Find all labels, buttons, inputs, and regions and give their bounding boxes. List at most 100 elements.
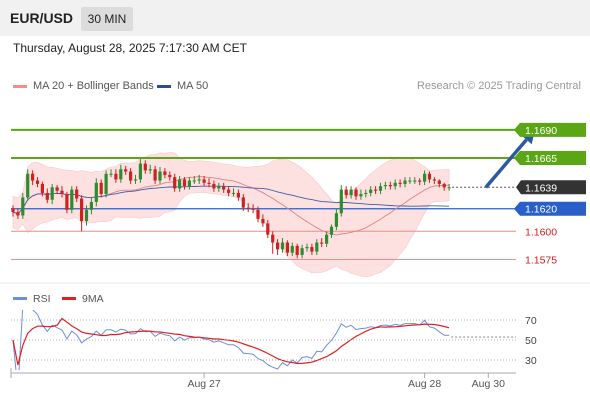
candle — [359, 189, 363, 200]
header-bar: EUR/USD 30 MIN — [0, 0, 590, 36]
candle-body — [153, 169, 157, 181]
candle-body — [349, 189, 353, 196]
candle — [187, 177, 191, 190]
candle — [432, 177, 436, 184]
candle — [305, 243, 309, 252]
candle — [182, 177, 187, 190]
candle — [124, 165, 128, 175]
candle-body — [197, 179, 201, 181]
candle-body — [187, 180, 191, 187]
candle — [31, 170, 35, 186]
candle — [60, 186, 64, 198]
candle-body — [325, 234, 329, 244]
candle — [290, 242, 294, 257]
ma50-swatch-icon — [157, 84, 171, 88]
bollinger-bands-area — [12, 152, 450, 277]
candle — [129, 168, 133, 184]
candle-body — [334, 213, 338, 227]
candle-body — [339, 189, 343, 214]
candle — [11, 205, 15, 217]
level-label: 1.1600 — [525, 226, 557, 238]
candle — [153, 165, 157, 184]
candle-body — [276, 242, 280, 250]
candle — [109, 169, 113, 178]
candle — [320, 238, 324, 248]
candle — [65, 191, 69, 214]
rsi-ma-legend-label: 9MA — [82, 293, 104, 305]
candle — [16, 208, 20, 219]
candle-body — [432, 179, 436, 181]
candle-body — [383, 185, 387, 187]
candle — [104, 170, 108, 198]
candle-body — [442, 183, 446, 188]
candle — [403, 177, 407, 188]
candle-body — [310, 247, 314, 252]
candle — [418, 178, 422, 186]
x-tick-label: Aug 28 — [408, 378, 441, 390]
candle — [300, 244, 304, 259]
candle-body — [26, 173, 30, 198]
candle — [285, 240, 289, 257]
timeframe-badge[interactable]: 30 MIN — [81, 7, 133, 31]
candle — [202, 176, 206, 187]
candle — [374, 186, 378, 195]
level-label: 1.1575 — [525, 254, 557, 266]
candle — [99, 179, 103, 198]
candle — [325, 231, 329, 248]
chart-datetime: Thursday, August 28, 2025 7:17:30 AM CET — [13, 41, 247, 55]
candle — [271, 231, 275, 254]
candle — [84, 205, 89, 226]
candle — [349, 186, 353, 199]
candle-body — [143, 163, 147, 171]
candle — [227, 186, 231, 197]
legend-ma20-label: MA 20 + Bollinger Bands — [33, 80, 154, 92]
legend-ma20: MA 20 + Bollinger Bands — [13, 80, 154, 92]
level-label: 1.1665 — [525, 153, 557, 165]
candle-body — [75, 189, 79, 199]
candle — [212, 180, 216, 192]
candle-body — [354, 189, 358, 197]
candle-body — [217, 186, 221, 189]
candle-body — [148, 169, 152, 171]
candle — [138, 159, 142, 183]
ma20-swatch-icon — [13, 84, 27, 88]
x-tick-label: Aug 30 — [472, 378, 505, 390]
candle — [148, 164, 152, 174]
candle — [261, 214, 265, 227]
candle-body — [182, 179, 187, 187]
candle-body — [280, 242, 285, 250]
candle — [158, 167, 162, 184]
candle — [114, 169, 118, 183]
candle-body — [320, 242, 324, 244]
candle-body — [94, 182, 98, 202]
candle — [222, 182, 226, 193]
level-label: 1.1690 — [525, 125, 557, 137]
candle — [75, 186, 79, 202]
candle-body — [89, 201, 93, 210]
candle — [339, 185, 343, 217]
candle-body — [109, 173, 113, 175]
candle-body — [45, 192, 49, 200]
candle-body — [207, 182, 211, 184]
candle-body — [35, 180, 40, 184]
candle — [251, 204, 255, 214]
rsi-swatch-icon — [13, 297, 27, 300]
candle — [276, 239, 280, 255]
candle — [369, 186, 373, 197]
candle-body — [359, 194, 363, 197]
candle — [35, 177, 40, 188]
candle — [295, 243, 299, 259]
candle-body — [413, 180, 417, 182]
candle — [45, 188, 49, 204]
candle-body — [427, 173, 432, 180]
candle-body — [300, 248, 304, 255]
legend-ma50: MA 50 — [157, 80, 208, 92]
candle — [408, 177, 412, 184]
candle-body — [378, 186, 383, 191]
candle — [55, 185, 59, 195]
candle-body — [80, 198, 84, 222]
candle — [364, 189, 368, 198]
candle-body — [212, 183, 216, 189]
level-tag-resistance — [514, 122, 586, 137]
